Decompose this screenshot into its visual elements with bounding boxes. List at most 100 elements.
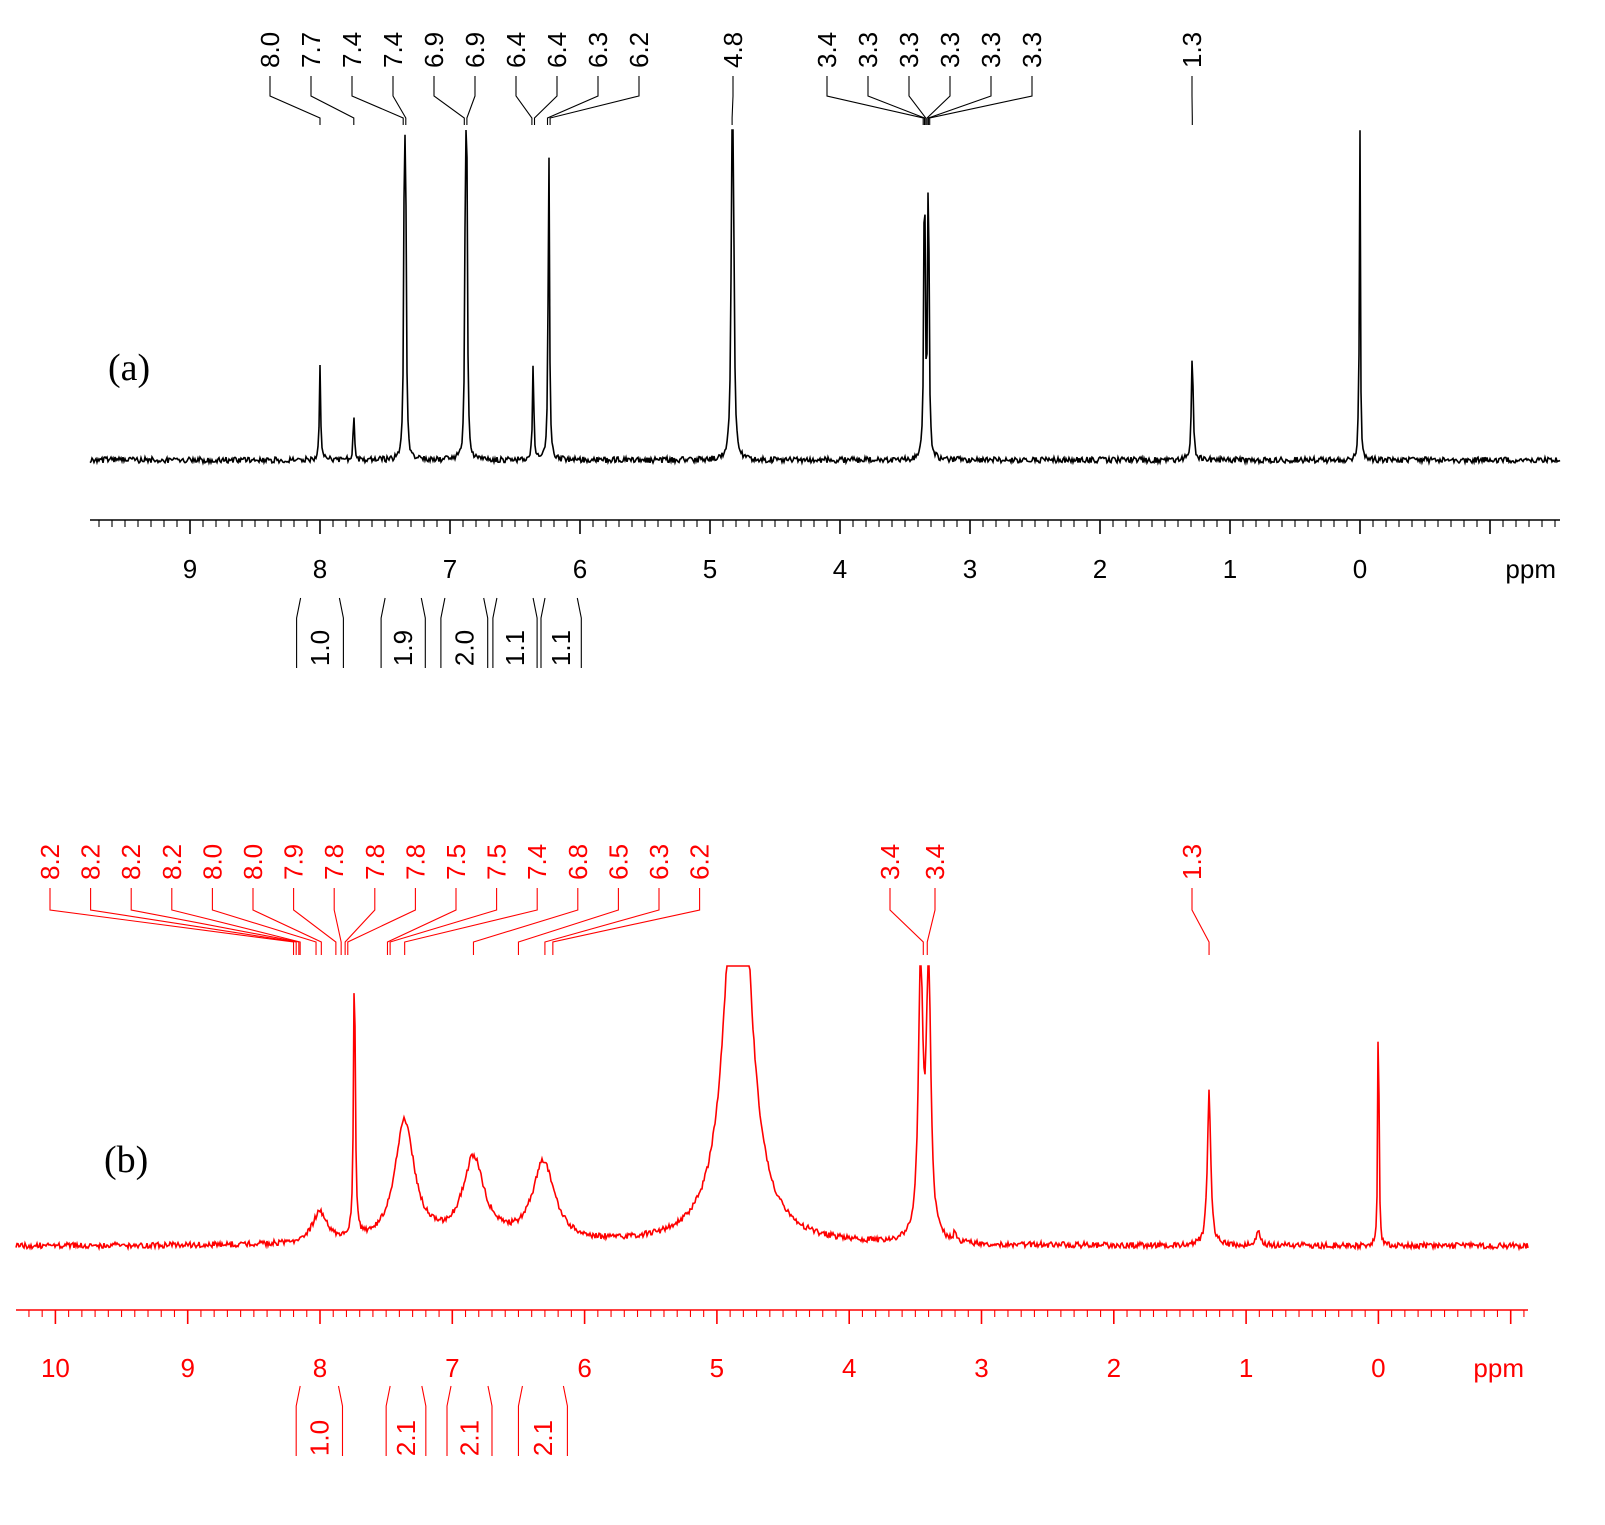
- peak-label-leader: [1191, 888, 1210, 955]
- x-axis-label: ppm: [1473, 1353, 1524, 1383]
- peak-label: 3.3: [935, 32, 965, 68]
- peak-label: 6.9: [419, 32, 449, 68]
- tick-label: 1: [1239, 1353, 1253, 1383]
- tick-label: 7: [443, 554, 457, 584]
- peak-label: 3.3: [894, 32, 924, 68]
- nmr-panel-a: 9 8 7 6 5 4 3 2 1 0 ppm 8.0 7.7 7.4 7.4 6.9 6.9 6.4 6.4 6.3…: [89, 32, 1561, 668]
- tick-label: 4: [842, 1353, 856, 1383]
- peak-label-leader: [552, 888, 701, 955]
- integral-bracket: [380, 597, 426, 668]
- peak-label: 7.8: [319, 844, 349, 880]
- integral-bracket: [517, 1385, 568, 1456]
- peak-label: 6.2: [685, 844, 715, 880]
- peak-label: 6.4: [501, 32, 531, 68]
- peak-label-leader: [549, 76, 640, 125]
- peak-label: 7.4: [337, 32, 367, 68]
- peak-label: 7.8: [360, 844, 390, 880]
- peak-label-leader: [472, 888, 579, 955]
- peak-label: 7.5: [482, 844, 512, 880]
- peak-label: 8.2: [76, 844, 106, 880]
- tick-label: 4: [833, 554, 847, 584]
- peak-label-leader: [926, 76, 951, 125]
- spectrum-trace: [15, 965, 1529, 1252]
- peak-label: 7.4: [522, 844, 552, 880]
- integral-bracket: [540, 597, 582, 668]
- peak-label-leader: [49, 888, 295, 955]
- peak-label-leader: [389, 888, 498, 955]
- integral-bracket: [492, 597, 538, 668]
- tick-label: 6: [573, 554, 587, 584]
- tick-label: 2: [1107, 1353, 1121, 1383]
- tick-label: 5: [710, 1353, 724, 1383]
- peak-label-leader: [826, 76, 924, 125]
- peak-label: 6.4: [542, 32, 572, 68]
- peak-label-leader: [517, 888, 619, 955]
- peak-label-leader: [252, 888, 322, 955]
- tick-label: 0: [1353, 554, 1367, 584]
- integral-value: 1.9: [388, 630, 418, 666]
- peak-label-leader: [347, 888, 416, 955]
- integral-bracket: [446, 1385, 493, 1456]
- tick-label: 5: [703, 554, 717, 584]
- peak-label-leader: [386, 888, 457, 955]
- integral-value: 1.1: [500, 630, 530, 666]
- peak-label-leader: [546, 76, 599, 125]
- integral-value: 1.0: [304, 1420, 334, 1456]
- integral-bracket: [385, 1385, 427, 1456]
- peak-label: 3.3: [976, 32, 1006, 68]
- peak-label-leader: [171, 888, 301, 955]
- integral-value: 2.1: [454, 1420, 484, 1456]
- peak-label-leader: [211, 888, 317, 955]
- peak-label: 3.4: [920, 844, 950, 880]
- peak-label: 8.0: [255, 32, 285, 68]
- peak-label-leader: [90, 888, 297, 955]
- peak-label: 7.8: [400, 844, 430, 880]
- tick-label: 2: [1093, 554, 1107, 584]
- peak-label-leader: [929, 76, 1033, 125]
- tick-label: 9: [183, 554, 197, 584]
- tick-label: 3: [963, 554, 977, 584]
- tick-label: 7: [445, 1353, 459, 1383]
- integral-value: 1.0: [305, 630, 335, 666]
- tick-label: 3: [974, 1353, 988, 1383]
- peak-label: 7.7: [296, 32, 326, 68]
- peak-label-leader: [392, 76, 407, 125]
- peak-label: 3.3: [1017, 32, 1047, 68]
- tick-label: 8: [313, 1353, 327, 1383]
- peak-label: 4.8: [718, 32, 748, 68]
- peak-label-leader: [269, 76, 321, 125]
- peak-label-leader: [466, 76, 476, 125]
- peak-label: 3.4: [812, 32, 842, 68]
- integral-value: 1.1: [546, 630, 576, 666]
- tick-label: 9: [180, 1353, 194, 1383]
- peak-label: 7.5: [441, 844, 471, 880]
- peak-label-leader: [433, 76, 465, 125]
- peak-label-leader: [130, 888, 300, 955]
- tick-label: 0: [1371, 1353, 1385, 1383]
- peak-label-leader: [344, 888, 376, 955]
- peak-label-leader: [404, 888, 538, 955]
- peak-label: 3.4: [875, 844, 905, 880]
- peak-label-leader: [889, 888, 924, 955]
- peak-label-leader: [544, 888, 660, 955]
- peak-label: 8.2: [116, 844, 146, 880]
- panel-label: (b): [104, 1139, 148, 1181]
- tick-label: 1: [1223, 554, 1237, 584]
- integral-value: 2.0: [449, 630, 479, 666]
- peak-label-leader: [293, 888, 337, 955]
- peak-label: 6.3: [644, 844, 674, 880]
- peak-label: 6.2: [624, 32, 654, 68]
- peak-label-leader: [351, 76, 404, 125]
- peak-label-leader: [926, 888, 936, 955]
- peak-label: 7.9: [279, 844, 309, 880]
- peak-label-leader: [927, 76, 992, 125]
- tick-label: 8: [313, 554, 327, 584]
- peak-label: 8.2: [35, 844, 65, 880]
- tick-label: 10: [41, 1353, 70, 1383]
- peak-label-leader: [515, 76, 533, 125]
- integral-bracket: [296, 597, 344, 668]
- integral-bracket: [440, 597, 489, 668]
- peak-label-leader: [533, 76, 558, 125]
